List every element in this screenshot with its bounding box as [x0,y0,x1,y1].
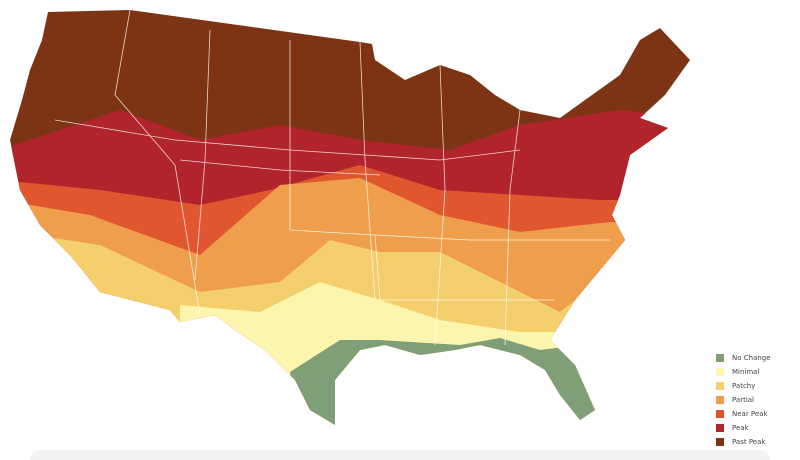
bottom-panel [30,450,770,460]
legend-swatch [716,410,724,418]
legend-label: Partial [732,396,754,404]
legend-swatch [716,424,724,432]
legend-swatch [716,438,724,446]
legend-label: Past Peak [732,438,766,446]
legend-swatch [716,396,724,404]
legend-label: Peak [732,424,750,432]
legend: No Change Minimal Patchy Partial Near Peak Pe… [716,354,771,446]
legend-label: Patchy [732,382,755,390]
state-borders [54,10,610,346]
region-no-change [290,338,610,425]
legend-label: Near Peak [732,410,769,418]
legend-swatch [716,368,724,376]
legend-swatch [716,354,724,362]
legend-label: Minimal [732,368,759,376]
legend-swatch [716,382,724,390]
legend-label: No Change [732,354,771,362]
